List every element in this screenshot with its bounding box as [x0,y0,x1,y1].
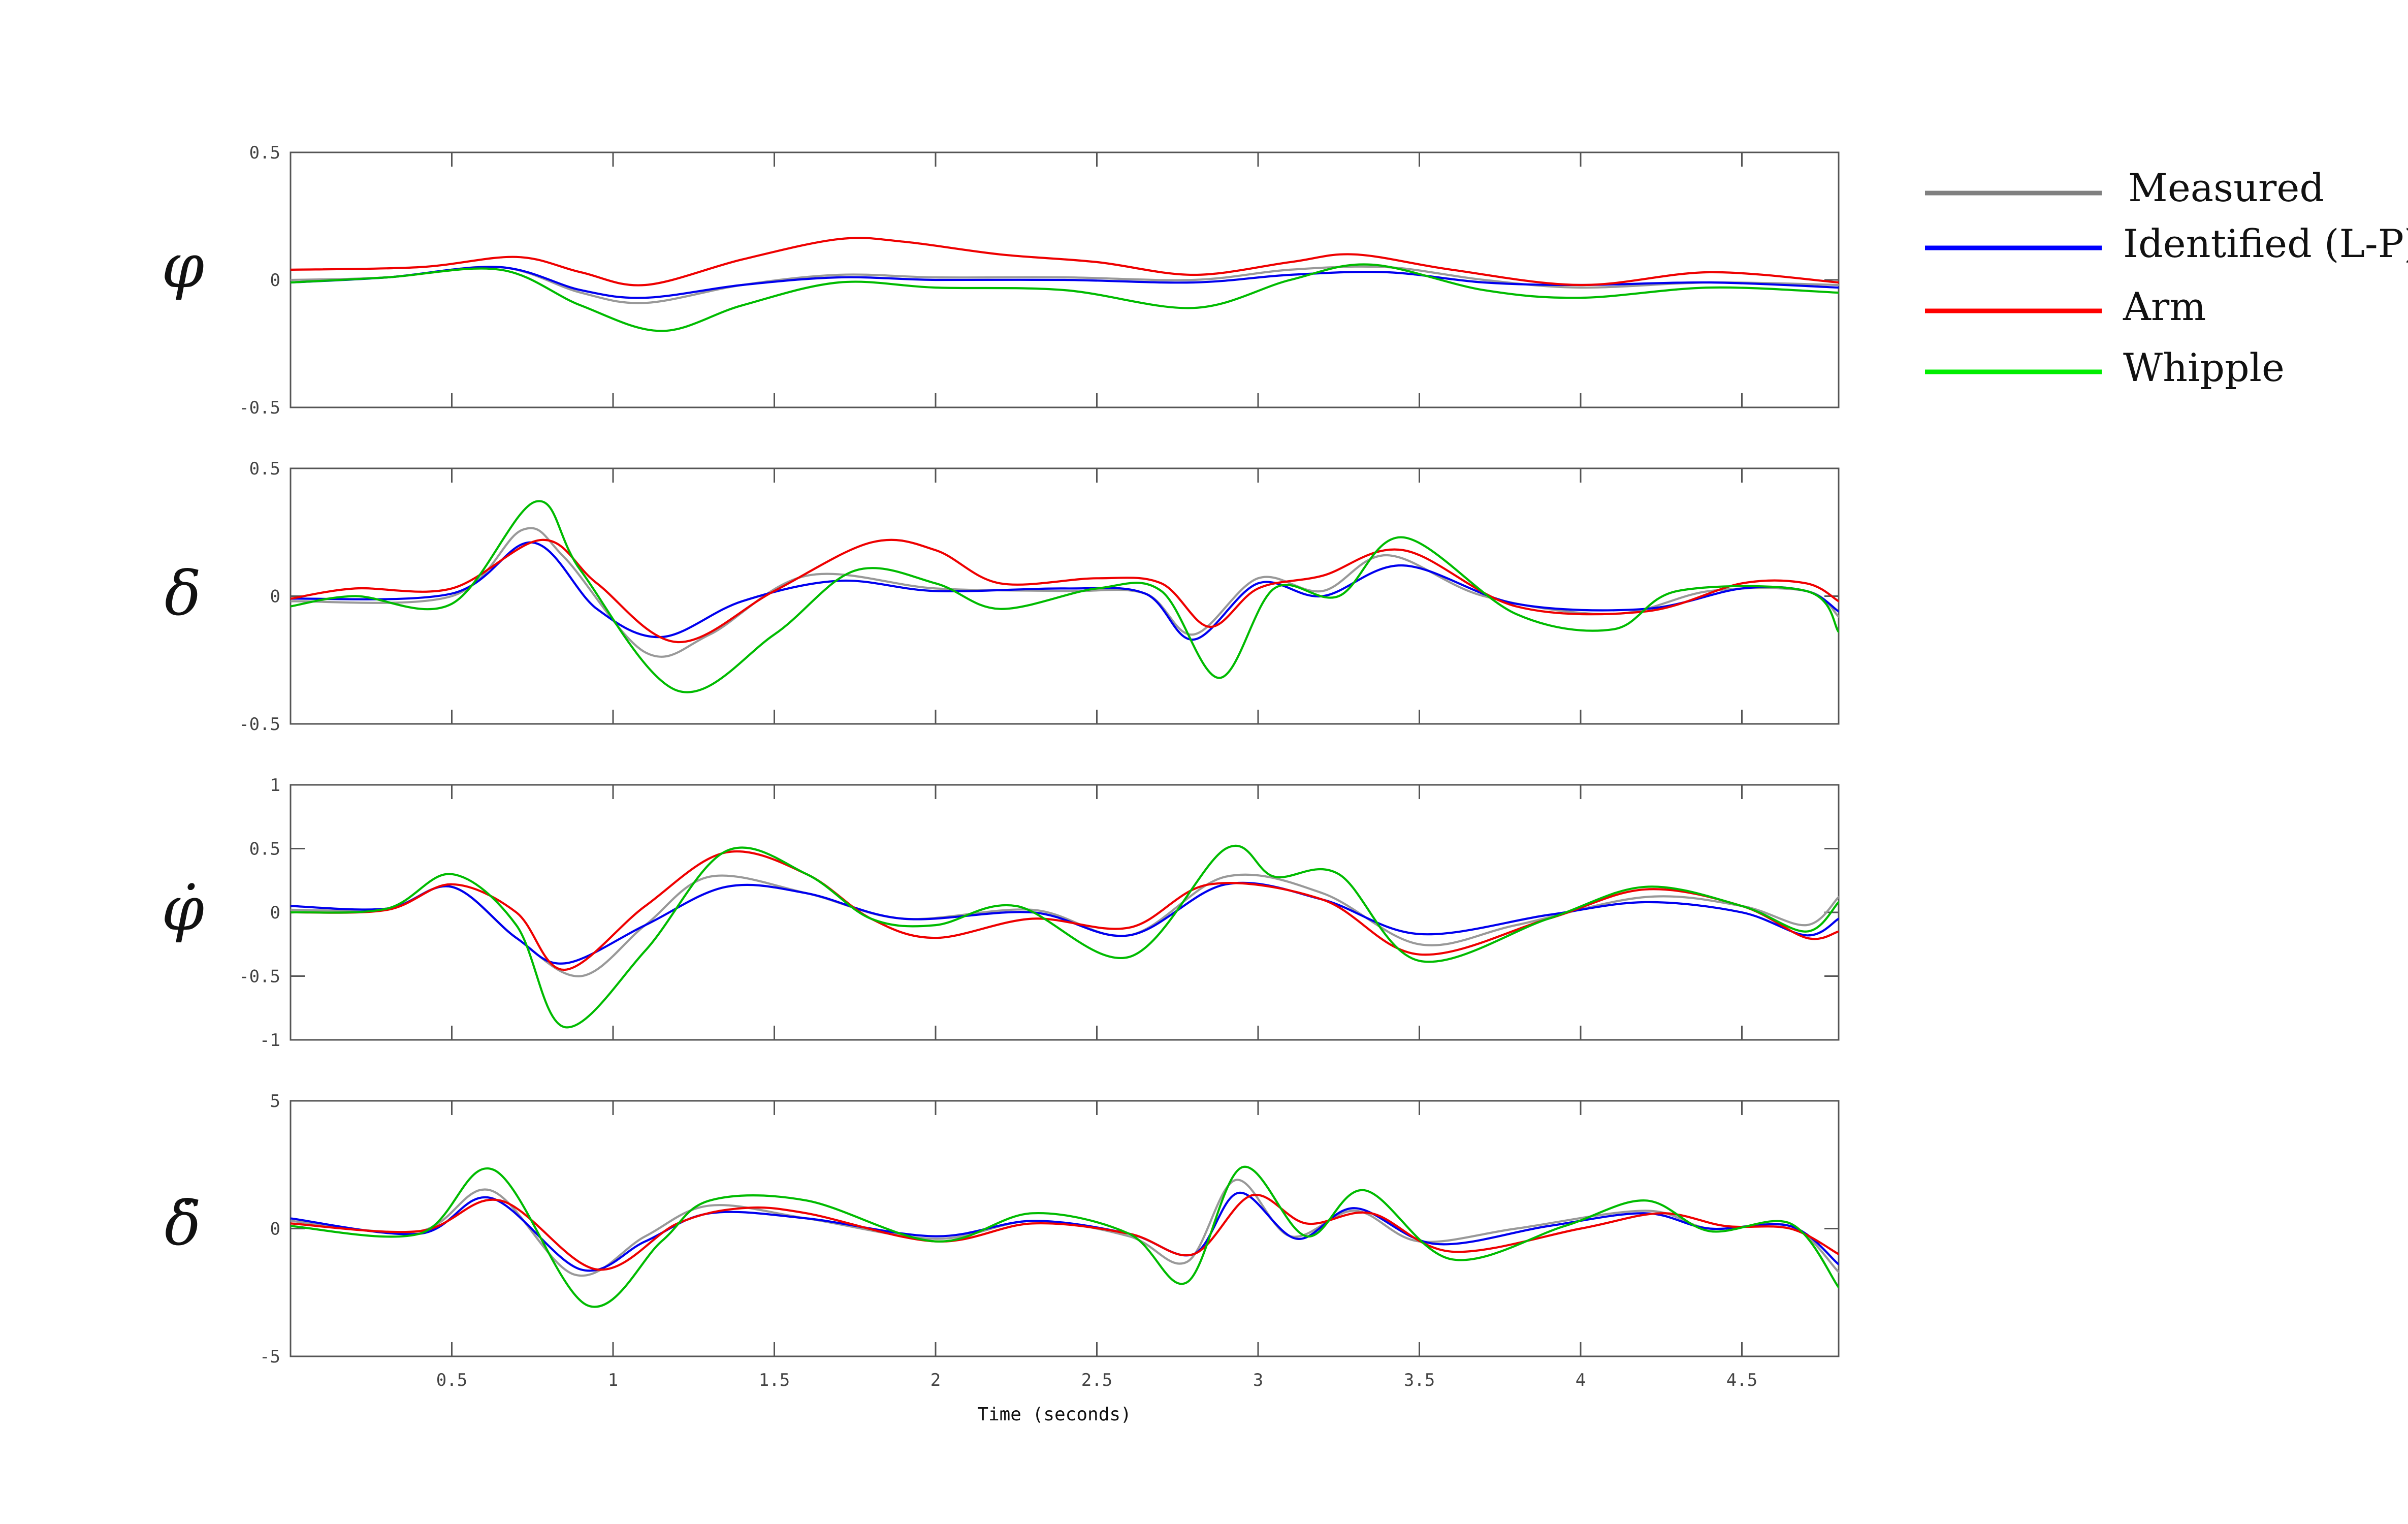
x-tick-label: 4.5 [1726,1370,1757,1390]
series-line-arm [291,237,1839,287]
y-axis-label: δ [165,559,201,629]
x-tick-label: 4 [1576,1370,1586,1390]
series-group [291,844,1839,1029]
y-tick-label: -1 [260,1030,280,1051]
panel-4: 0.5 1 1.5 2 2.5 3 3.5 4 4.5 -5 0 5 δ̇ [165,1091,1840,1390]
y-axis-label: φ̇ [162,874,204,944]
y-tick-label: 0 [270,270,280,291]
legend-label-measured: Measured [2128,165,2324,210]
x-tick-label: 2 [930,1370,941,1390]
y-tick-label: 0 [270,1219,280,1240]
x-tick-label: 2.5 [1081,1370,1112,1390]
x-tick-label: 1.5 [759,1370,790,1390]
panels: -0.5 0 0.5 φ -0.5 0 0.5 δ -1 -0.5 0 0.5 1 φ̇ 0.5 1 1.5 2 2… [162,143,1840,1390]
y-tick-label: 0.5 [249,143,280,163]
x-tick-label: 0.5 [436,1370,467,1390]
legend-label-whipple: Whipple [2123,345,2285,390]
y-tick-label: 1 [270,775,280,796]
y-tick-label: 5 [270,1091,280,1112]
series-line-identified-l-p [291,881,1839,965]
y-tick-label: -0.5 [239,967,280,987]
panel-2: -0.5 0 0.5 δ [165,459,1840,735]
x-tick-label: 1 [608,1370,618,1390]
y-tick-label: 0.5 [249,839,280,860]
series-line-identified-l-p [291,541,1839,641]
y-axis-label: δ̇ [165,1189,201,1259]
series-line-identified-l-p [291,266,1839,299]
x-axis-label: Time (seconds) [977,1404,1131,1425]
y-tick-label: 0 [270,903,280,923]
series-group [291,237,1839,332]
series-line-whipple [291,1165,1839,1308]
series-line-arm [291,850,1839,971]
x-tick-label: 3 [1253,1370,1263,1390]
legend: Measured Identified (L-P) Arm Whipple [1925,165,2408,390]
panel-3: -1 -0.5 0 0.5 1 φ̇ [162,775,1840,1051]
x-tick-label: 3.5 [1404,1370,1435,1390]
series-group [291,1165,1839,1308]
panel-1: -0.5 0 0.5 φ [162,143,1840,418]
y-tick-label: -0.5 [239,398,280,418]
y-tick-label: 0 [270,587,280,607]
y-tick-label: -5 [260,1347,280,1367]
series-line-whipple [291,263,1839,332]
series-line-measured [291,1179,1839,1277]
legend-label-arm: Arm [2123,284,2206,329]
y-axis-label: φ [162,231,204,302]
series-group [291,500,1839,693]
y-tick-label: -0.5 [239,714,280,735]
y-tick-label: 0.5 [249,459,280,479]
series-line-measured [291,873,1839,977]
plot-frame [290,1100,1840,1357]
legend-label-identified: Identified (L-P) [2123,221,2408,266]
series-line-arm [291,538,1839,644]
series-line-whipple [291,500,1839,693]
plot-frame [290,784,1840,1041]
series-line-whipple [291,844,1839,1029]
